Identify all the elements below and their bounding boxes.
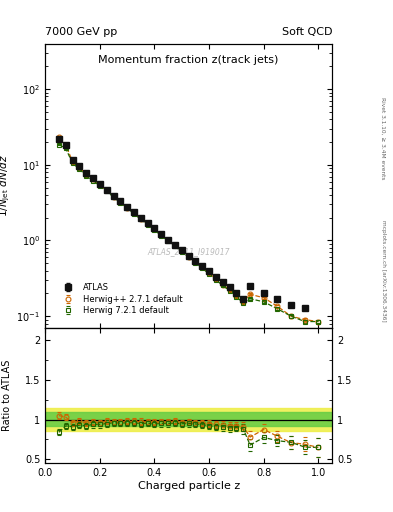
Bar (45, 412, 332, 426)
Y-axis label: $1/N_{\rm jet}\ dN/dz$: $1/N_{\rm jet}\ dN/dz$ (0, 154, 12, 217)
Text: ATLAS_2011_I919017: ATLAS_2011_I919017 (147, 247, 230, 255)
Text: mcplots.cern.ch [arXiv:1306.3436]: mcplots.cern.ch [arXiv:1306.3436] (381, 221, 386, 322)
Y-axis label: Ratio to ATLAS: Ratio to ATLAS (2, 360, 12, 431)
Legend: ATLAS, Herwig++ 2.7.1 default, Herwig 7.2.1 default: ATLAS, Herwig++ 2.7.1 default, Herwig 7.… (58, 283, 183, 315)
Text: 7000 GeV pp: 7000 GeV pp (45, 27, 118, 37)
Text: Soft QCD: Soft QCD (282, 27, 332, 37)
Bar (45, 409, 332, 431)
Text: Rivet 3.1.10, ≥ 3.4M events: Rivet 3.1.10, ≥ 3.4M events (381, 97, 386, 180)
X-axis label: Charged particle z: Charged particle z (138, 481, 240, 491)
Text: Momentum fraction z(track jets): Momentum fraction z(track jets) (99, 55, 279, 65)
